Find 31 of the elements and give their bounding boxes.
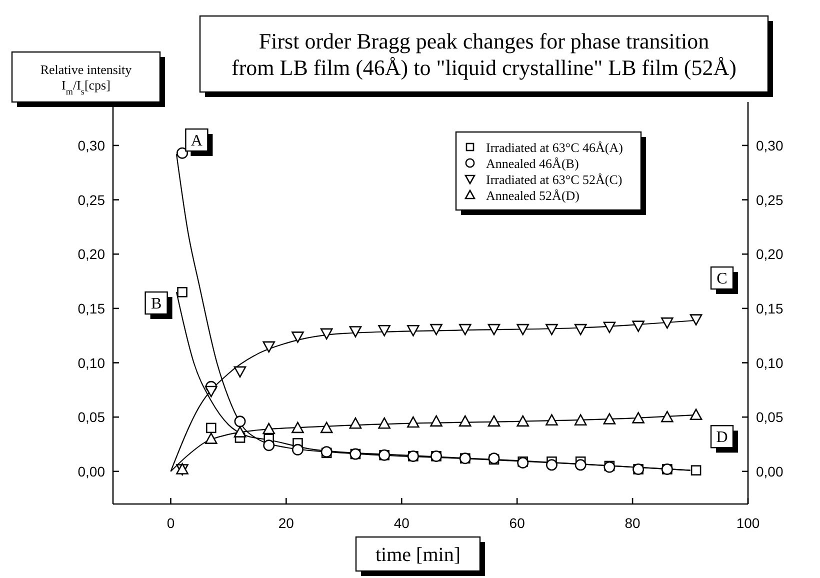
y-tick-label: 0,00: [78, 463, 106, 480]
y-tick-label: 0,30: [78, 137, 106, 154]
legend-label: Annealed 46Å(B): [486, 156, 579, 171]
y2-tick-label: 0,05: [756, 409, 784, 426]
y-tick-label: 0,25: [78, 192, 106, 208]
y2-tick-label: 0,20: [756, 246, 784, 262]
y-tick-label: 0,10: [78, 354, 106, 371]
y2-tick-label: 0,00: [756, 463, 784, 480]
annotation: D: [716, 429, 728, 446]
y2-tick-label: 0,10: [756, 354, 784, 371]
x-tick-label: 0: [166, 515, 175, 531]
annotation: B: [150, 296, 162, 313]
chart-title: First order Bragg peak changes for phase transition from LB film (46Å) to "liquid crystalline" LB film (52Å): [232, 28, 736, 80]
y-tick-label: 0,15: [78, 300, 106, 316]
annotation: A: [190, 132, 203, 150]
y2-tick-label: 0,30: [756, 137, 784, 154]
y-tick-label: 0,05: [78, 409, 106, 426]
legend-label: Irradiated at 63°C 52Å(C): [486, 172, 622, 187]
y-tick-label: 0,20: [78, 246, 106, 262]
annotation: C: [716, 270, 728, 288]
y-axis-title: Relative intensity I$_{m}$/I$_{s}$[cps]: [40, 62, 132, 96]
legend-label: Irradiated at 63°C 46Å(A): [486, 140, 623, 155]
legend-label: Annealed 52Å(D): [486, 188, 580, 203]
x-tick-label: 80: [624, 515, 641, 531]
x-tick-label: 40: [394, 515, 410, 531]
y2-tick-label: 0,15: [756, 300, 784, 316]
x-tick-label: 100: [736, 515, 760, 531]
x-tick-label: 60: [509, 515, 526, 531]
y2-tick-label: 0,25: [756, 192, 784, 208]
x-axis-title: time [min]: [376, 544, 460, 566]
x-tick-label: 20: [278, 515, 294, 531]
